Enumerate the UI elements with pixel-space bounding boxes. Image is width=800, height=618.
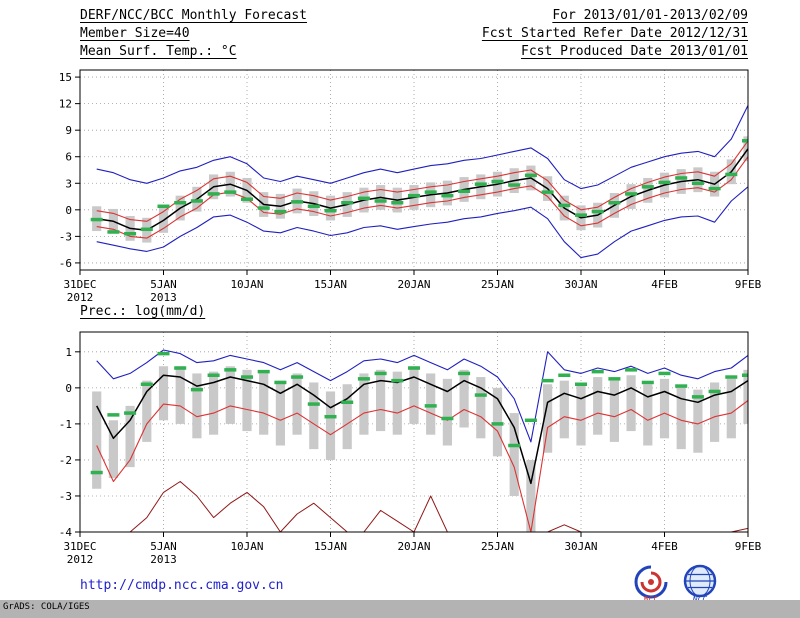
footer-strip xyxy=(0,600,800,618)
svg-text:20JAN: 20JAN xyxy=(397,278,430,291)
svg-text:12: 12 xyxy=(59,98,72,111)
svg-text:-6: -6 xyxy=(59,257,72,270)
bcc-logo: BCC xyxy=(634,565,668,604)
svg-text:-4: -4 xyxy=(59,526,73,539)
precip-panel-label: Prec.: log(mm/d) xyxy=(80,304,206,319)
variable-label: Mean Surf. Temp.: °C xyxy=(80,44,237,59)
svg-text:10JAN: 10JAN xyxy=(230,278,263,291)
ensemble-mean-line xyxy=(96,148,748,231)
svg-text:2012: 2012 xyxy=(67,553,94,566)
ensemble-min-line xyxy=(96,481,748,532)
page-title: DERF/NCC/BCC Monthly Forecast xyxy=(80,8,307,23)
svg-text:-3: -3 xyxy=(59,490,72,503)
svg-text:3: 3 xyxy=(65,177,72,190)
observation-dashes xyxy=(90,139,748,236)
svg-text:-2: -2 xyxy=(59,454,72,467)
spread-upper-line xyxy=(96,140,748,222)
ensemble-spread-bars xyxy=(92,136,748,243)
svg-text:-1: -1 xyxy=(59,418,72,431)
ncc-logo: NCC xyxy=(683,564,717,604)
svg-text:2012: 2012 xyxy=(67,291,94,304)
svg-text:0: 0 xyxy=(65,204,72,217)
svg-text:20JAN: 20JAN xyxy=(397,540,430,553)
svg-text:6: 6 xyxy=(65,151,72,164)
svg-text:4FEB: 4FEB xyxy=(651,278,678,291)
svg-text:9: 9 xyxy=(65,124,72,137)
svg-text:15: 15 xyxy=(59,71,72,84)
svg-text:5JAN: 5JAN xyxy=(150,540,177,553)
svg-text:1: 1 xyxy=(65,346,72,359)
gridlines xyxy=(79,70,749,270)
ensemble-mean-line xyxy=(96,374,748,485)
svg-text:31DEC: 31DEC xyxy=(63,540,96,553)
svg-text:31DEC: 31DEC xyxy=(63,278,96,291)
svg-text:30JAN: 30JAN xyxy=(564,278,597,291)
bcc-logo-label: BCC xyxy=(644,595,659,604)
ncc-logo-label: NCC xyxy=(692,595,708,604)
source-url-link[interactable]: http://cmdp.ncc.cma.gov.cn xyxy=(80,578,284,593)
grads-credit: GrADS: COLA/IGES xyxy=(3,602,90,612)
svg-text:30JAN: 30JAN xyxy=(564,540,597,553)
svg-text:-3: -3 xyxy=(59,230,72,243)
member-size-label: Member Size=40 xyxy=(80,26,190,41)
svg-text:0: 0 xyxy=(65,382,72,395)
observation-dashes xyxy=(90,351,748,475)
svg-text:9FEB: 9FEB xyxy=(735,540,762,553)
svg-text:9FEB: 9FEB xyxy=(735,278,762,291)
spread-lower-line xyxy=(96,156,748,239)
svg-text:15JAN: 15JAN xyxy=(314,278,347,291)
svg-text:5JAN: 5JAN xyxy=(150,278,177,291)
ensemble-max-line xyxy=(96,349,748,443)
spread-lower-line xyxy=(96,400,748,532)
produced-date-label: Fcst Produced Date 2013/01/01 xyxy=(521,44,748,59)
forecast-range-label: For 2013/01/01-2013/02/09 xyxy=(552,8,748,23)
ensemble-spread-bars xyxy=(92,366,748,532)
svg-text:2013: 2013 xyxy=(150,291,177,304)
svg-text:10JAN: 10JAN xyxy=(230,540,263,553)
svg-text:4FEB: 4FEB xyxy=(651,540,678,553)
svg-text:25JAN: 25JAN xyxy=(481,540,514,553)
svg-text:15JAN: 15JAN xyxy=(314,540,347,553)
svg-text:2013: 2013 xyxy=(150,553,177,566)
ensemble-min-line xyxy=(96,186,748,259)
refer-date-label: Fcst Started Refer Date 2012/12/31 xyxy=(481,26,748,41)
ensemble-max-line xyxy=(96,105,748,190)
svg-text:25JAN: 25JAN xyxy=(481,278,514,291)
